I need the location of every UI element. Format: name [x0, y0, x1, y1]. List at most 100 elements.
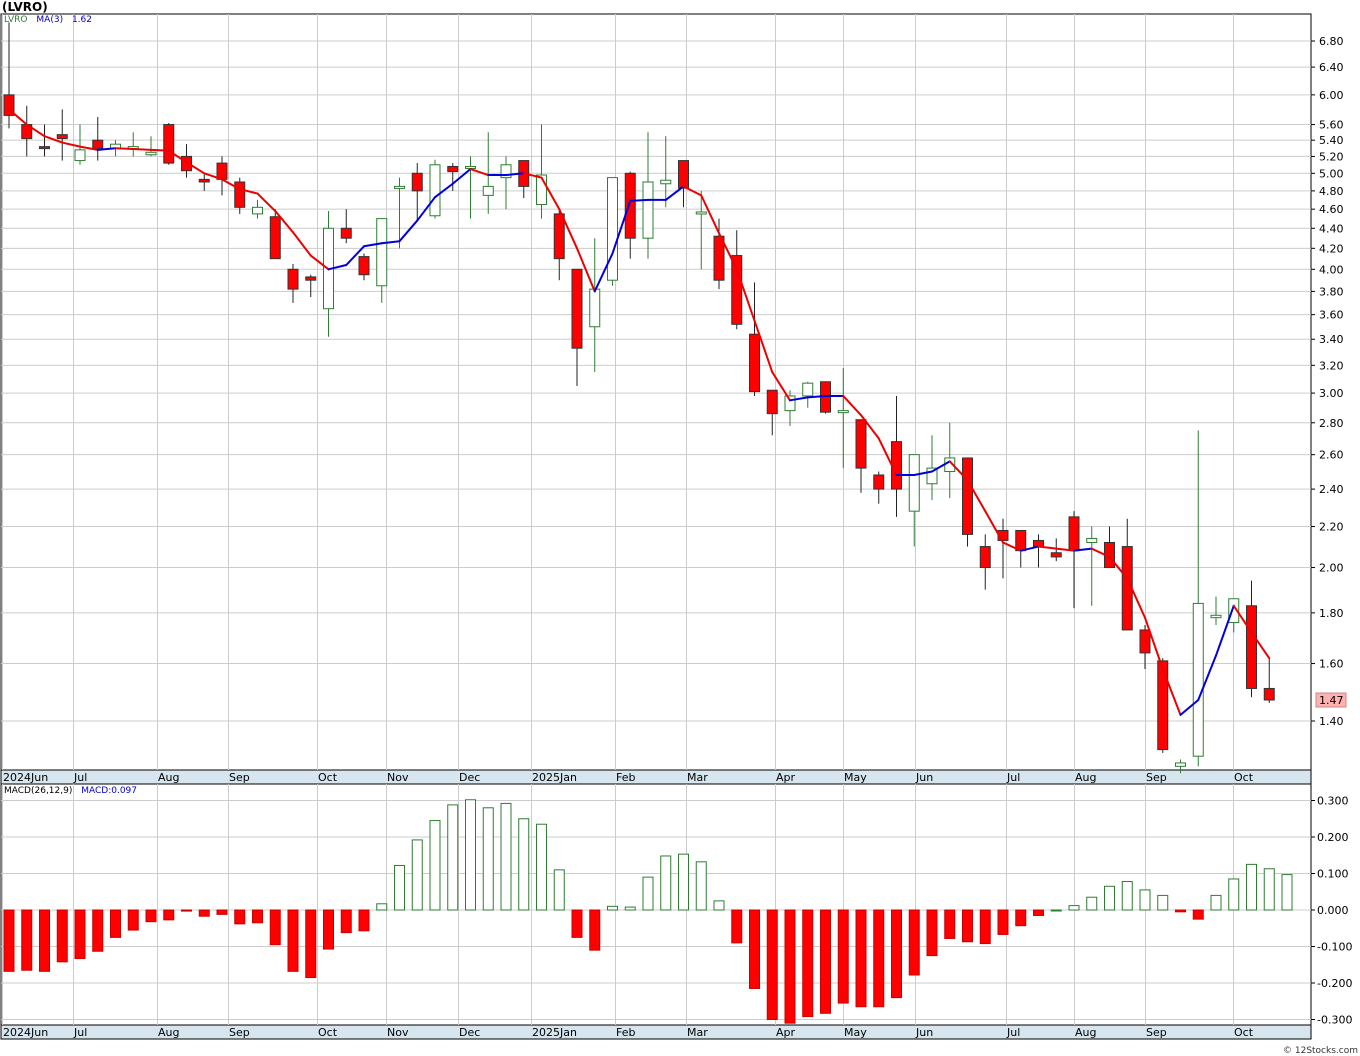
- macd-y-tick-label: -0.300: [1317, 1014, 1352, 1027]
- macd-bar-positive: [607, 905, 618, 911]
- ma-segment: [43, 135, 64, 144]
- macd-bar-negative: [56, 909, 68, 963]
- macd-bar-negative: [216, 909, 228, 915]
- ma-segment: [274, 210, 294, 234]
- price-x-tick-label: Jun: [915, 771, 933, 784]
- ma-segment: [416, 196, 436, 222]
- price-y-tick-label: 4.60: [1319, 203, 1344, 216]
- price-y-tick-label: 4.80: [1319, 185, 1344, 198]
- candle-down: [411, 172, 423, 192]
- macd-bar-negative: [997, 909, 1009, 935]
- price-x-tick-label: Jul: [73, 771, 87, 784]
- candle-down: [766, 389, 778, 415]
- macd-y-tick-label: -0.200: [1317, 977, 1352, 990]
- candle-down: [1015, 529, 1027, 552]
- price-y-tick-label: 1.40: [1319, 715, 1344, 728]
- macd-x-tick-label: Aug: [1075, 1026, 1096, 1039]
- ma-segment: [700, 194, 720, 235]
- candle-down: [163, 124, 175, 164]
- macd-bar-positive: [1121, 881, 1133, 911]
- ma-segment: [185, 161, 206, 175]
- ma-segment: [505, 172, 525, 177]
- candle-down: [56, 134, 68, 140]
- candle-up: [695, 211, 707, 215]
- ma-segment: [682, 185, 703, 197]
- candle-down: [1139, 629, 1151, 654]
- price-y-tick-label: 2.00: [1319, 562, 1344, 575]
- candle-up: [802, 382, 814, 397]
- ma-segment: [132, 148, 152, 151]
- price-x-tick-label: Sep: [229, 771, 250, 784]
- price-x-tick-label: Oct: [1234, 771, 1254, 784]
- price-x-tick-label: Aug: [1075, 771, 1096, 784]
- legend-ma-label: MA(3): [36, 15, 64, 25]
- x-axis-bar-bottom: [0, 1024, 1312, 1040]
- candle-up: [908, 454, 920, 512]
- ma-segment: [611, 199, 632, 255]
- macd-bar-positive: [553, 869, 565, 911]
- macd-bar-negative: [234, 909, 246, 925]
- last-price-label: 1.47: [1319, 694, 1344, 707]
- macd-bar-negative: [784, 909, 796, 1024]
- macd-bar-positive: [447, 804, 459, 911]
- macd-x-tick-label: Sep: [1146, 1026, 1167, 1039]
- price-x-tick-label: 2024Jun: [3, 771, 48, 784]
- ma-segment: [1019, 545, 1040, 552]
- ma-segment: [25, 123, 46, 138]
- macd-bar-negative: [837, 909, 849, 1004]
- macd-bar-positive: [518, 818, 530, 911]
- macd-bar-negative: [110, 909, 121, 938]
- candle-up: [145, 151, 157, 156]
- ma-segment: [1126, 577, 1146, 619]
- candle-down: [305, 276, 317, 281]
- price-x-tick-label: Dec: [459, 771, 480, 784]
- ma-segment: [345, 245, 365, 267]
- last-price-badge: [1315, 692, 1347, 708]
- ma-segment: [79, 145, 99, 151]
- candle-down: [571, 268, 583, 349]
- ma-segment: [842, 394, 862, 417]
- ma-segment: [1108, 555, 1129, 580]
- legend-symbol: LVRO: [4, 15, 28, 25]
- price-y-tick-label: 3.80: [1319, 285, 1344, 298]
- macd-y-tick-label: 0.200: [1317, 831, 1349, 844]
- macd-bar-positive: [642, 876, 654, 911]
- ma-segment: [629, 198, 649, 202]
- ma-segment: [806, 394, 827, 399]
- candle-down: [1068, 516, 1080, 552]
- ma-segment: [114, 147, 135, 151]
- candle-up: [74, 149, 86, 162]
- ma-segment: [948, 460, 969, 482]
- candle-up: [536, 174, 547, 206]
- ma-segment: [61, 141, 81, 148]
- price-x-tick-label: Aug: [158, 771, 179, 784]
- candle-down: [873, 474, 885, 490]
- macd-bar-positive: [1228, 878, 1240, 911]
- macd-bar-negative: [252, 909, 263, 924]
- ma-segment: [540, 176, 561, 211]
- ma-segment: [771, 371, 791, 402]
- price-y-tick-label: 1.80: [1319, 607, 1344, 620]
- ma-segment: [380, 240, 401, 245]
- ma-segment: [238, 188, 259, 195]
- macd-bar-negative: [39, 909, 50, 972]
- macd-x-tick-label: Aug: [158, 1026, 179, 1039]
- ma-segment: [735, 268, 756, 322]
- ma-segment: [1090, 547, 1111, 558]
- macd-x-tick-label: Dec: [459, 1026, 480, 1039]
- macd-x-tick-label: May: [844, 1026, 867, 1039]
- macd-bar-negative: [358, 909, 370, 932]
- macd-bar-positive: [1281, 874, 1293, 911]
- price-y-tick-label: 4.40: [1319, 222, 1344, 235]
- price-y-tick-label: 2.20: [1319, 521, 1344, 534]
- macd-bar-negative: [145, 909, 157, 923]
- price-x-tick-label: Nov: [387, 771, 409, 784]
- candle-up: [607, 177, 618, 281]
- price-x-tick-label: 2025Jan: [532, 771, 577, 784]
- price-x-tick-label: Apr: [776, 771, 796, 784]
- candle-down: [3, 94, 15, 116]
- macd-bar-negative: [589, 909, 601, 951]
- macd-bar-negative: [323, 909, 334, 950]
- macd-bar-negative: [340, 909, 352, 934]
- macd-bar-negative: [127, 909, 139, 931]
